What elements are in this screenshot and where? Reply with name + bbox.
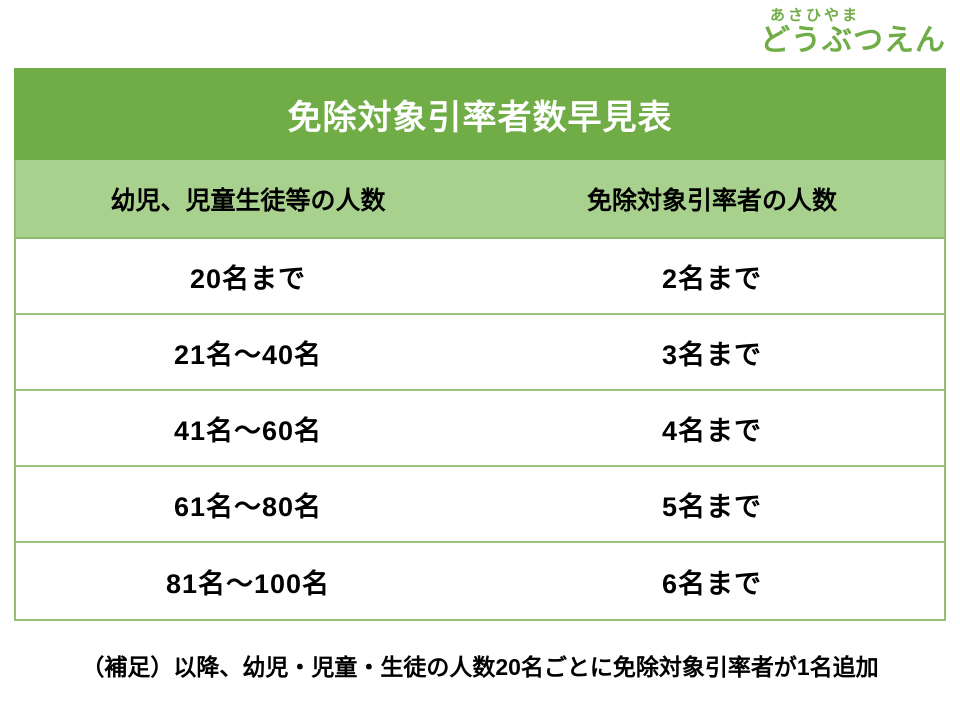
table-row: 21名～40名 3名まで <box>16 315 944 391</box>
cell-children-range: 61名～80名 <box>173 491 323 522</box>
cell-children-range: 21名～40名 <box>173 339 323 370</box>
table-row: 61名～80名 5名まで <box>16 467 944 543</box>
table-header-row: 幼児、児童生徒等の人数 免除対象引率者の人数 <box>16 160 944 239</box>
cell-chaperone-limit: 4名まで <box>661 415 763 446</box>
cell-children-range: 41名～60名 <box>173 415 323 446</box>
exemption-table: 幼児、児童生徒等の人数 免除対象引率者の人数 20名まで 2名まで 21名～40… <box>14 160 946 621</box>
column-header-exempt-chaperones: 免除対象引率者の人数 <box>586 186 837 215</box>
table-row: 81名～100名 6名まで <box>16 543 944 619</box>
cell-chaperone-limit: 2名まで <box>661 263 763 294</box>
cell-chaperone-limit: 5名まで <box>661 491 763 522</box>
asahiyama-zoo-logo: あさひやま どうぶつえん <box>760 8 946 56</box>
logo-text-doubutsuen: どうぶつえん <box>760 23 946 57</box>
logo-text-asahiyama: あさひやま <box>770 7 861 24</box>
page-title: 免除対象引率者数早見表 <box>287 98 673 137</box>
table-row: 41名～60名 4名まで <box>16 391 944 467</box>
cell-children-range: 81名～100名 <box>165 568 331 599</box>
cell-chaperone-limit: 3名まで <box>661 339 763 370</box>
column-header-children-count: 幼児、児童生徒等の人数 <box>110 186 386 215</box>
table-title-banner: 免除対象引率者数早見表 <box>14 68 946 160</box>
cell-children-range: 20名まで <box>189 263 307 294</box>
cell-chaperone-limit: 6名まで <box>661 568 763 599</box>
table-row: 20名まで 2名まで <box>16 239 944 315</box>
footnote-text: （補足）以降、幼児・児童・生徒の人数20名ごとに免除対象引率者が1名追加 <box>81 654 879 680</box>
